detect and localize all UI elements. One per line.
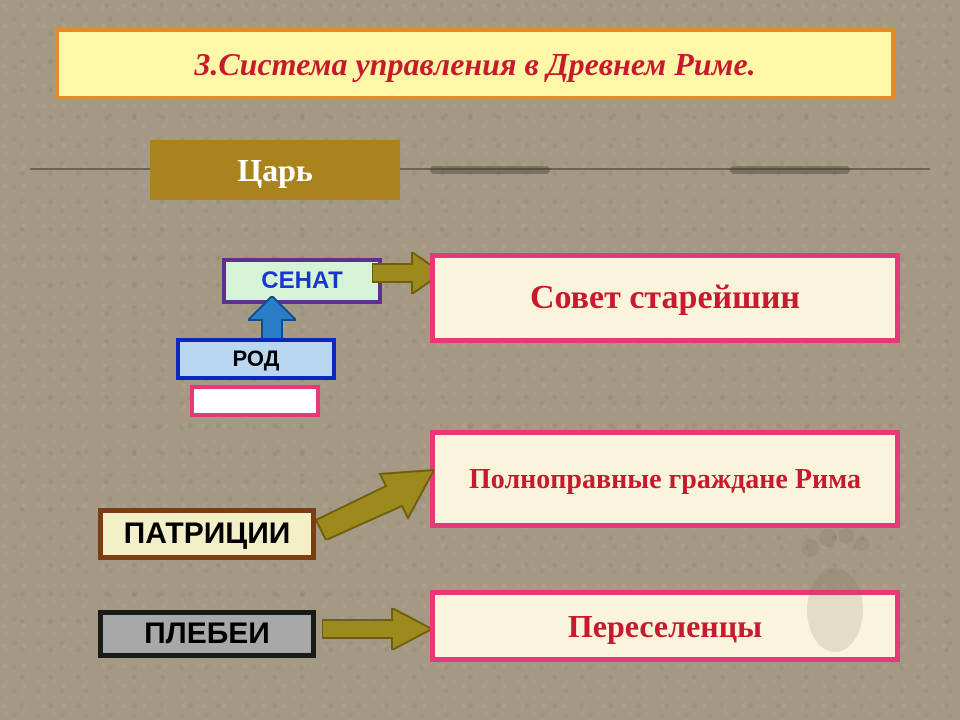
- citizens-text: Полноправные граждане Рима: [469, 462, 861, 497]
- patricii-box: ПАТРИЦИИ: [98, 508, 316, 560]
- rod-sub-box: [190, 385, 320, 417]
- citizens-box: Полноправные граждане Рима: [430, 430, 900, 528]
- elders-box: Совет старейшин: [430, 253, 900, 343]
- plebei-box: ПЛЕБЕИ: [98, 610, 316, 658]
- rod-label: РОД: [233, 346, 280, 372]
- settlers-text: Переселенцы: [568, 608, 762, 645]
- king-label: Царь: [237, 152, 313, 189]
- patricii-label: ПАТРИЦИИ: [124, 517, 291, 551]
- title-text: 3.Система управления в Древнем Риме.: [194, 46, 755, 83]
- footprint-icon: [790, 520, 880, 660]
- title-box: 3.Система управления в Древнем Риме.: [55, 28, 895, 100]
- arrow-plebei-to-settlers: [322, 608, 432, 650]
- plebei-label: ПЛЕБЕИ: [144, 617, 270, 651]
- rod-box: РОД: [176, 338, 336, 380]
- senate-label: СЕНАТ: [261, 267, 342, 295]
- king-box: Царь: [150, 140, 400, 200]
- senate-box: СЕНАТ: [222, 258, 382, 304]
- slide-root: 3.Система управления в Древнем Риме. Цар…: [0, 0, 960, 720]
- arrow-patricii-to-citizens: [316, 460, 434, 540]
- elders-text: Совет старейшин: [530, 279, 800, 317]
